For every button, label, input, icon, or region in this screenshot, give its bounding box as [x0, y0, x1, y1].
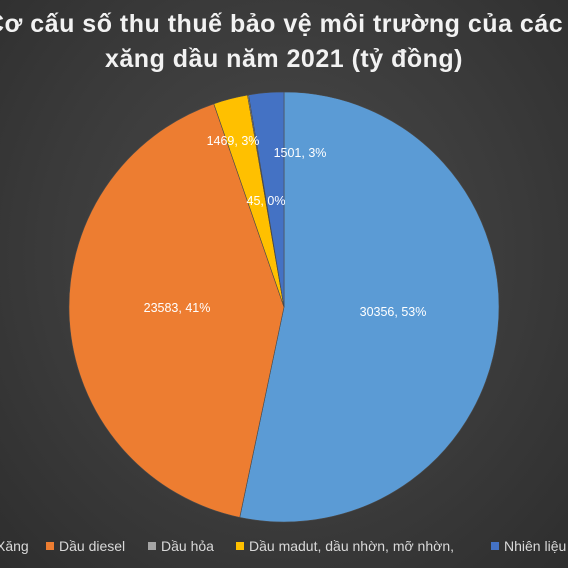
legend-label-dau-hoa: Dầu hỏa [161, 538, 214, 554]
legend-item-xang: Xăng [0, 536, 29, 556]
pie-slice-nhien-lieu [248, 91, 285, 308]
legend-item-dau-diesel: Dầu diesel [46, 536, 125, 556]
legend-swatch-dau-diesel [46, 542, 54, 550]
chart-title-line-1: Cơ cấu số thu thuế bảo vệ môi trường của… [0, 10, 564, 38]
data-label-dau-hoa: 45, 0% [247, 194, 286, 208]
legend-swatch-dau-hoa [148, 542, 156, 550]
data-label-dau-diesel: 23583, 41% [144, 301, 211, 315]
legend-item-dau-hoa: Dầu hỏa [148, 536, 214, 556]
legend-item-nhien-lieu: Nhiên liệu [491, 536, 566, 556]
pie-slice-xang [239, 91, 500, 523]
legend-swatch-dau-madut [236, 542, 244, 550]
legend-label-nhien-lieu: Nhiên liệu [504, 538, 567, 554]
data-label-xang: 30356, 53% [360, 305, 427, 319]
legend-label-xang: Xăng [0, 538, 29, 554]
legend-label-dau-madut: Dầu madut, dầu nhờn, mỡ nhờn, [249, 538, 454, 554]
chart-title-line-2: xăng dầu năm 2021 (tỷ đồng) [104, 45, 463, 73]
legend-label-dau-diesel: Dầu diesel [59, 538, 126, 554]
pie-slices [68, 91, 500, 523]
data-label-nhien-lieu: 1501, 3% [274, 146, 327, 160]
data-label-dau-madut: 1469, 3% [207, 134, 260, 148]
legend-item-dau-madut: Dầu madut, dầu nhờn, mỡ nhờn, [236, 536, 454, 556]
legend-swatch-nhien-lieu [491, 542, 499, 550]
pie-slice-dau-diesel [68, 103, 285, 518]
